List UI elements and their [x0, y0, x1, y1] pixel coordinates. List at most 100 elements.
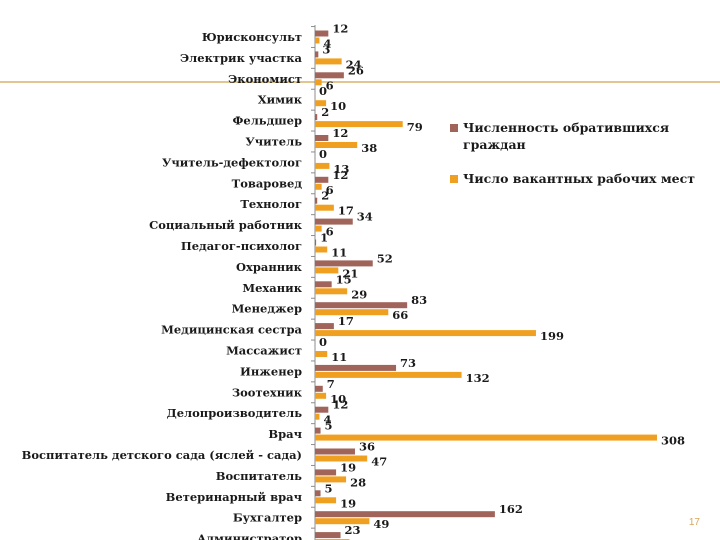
- bar-vacancies: [315, 434, 657, 441]
- bar-vacancies: [315, 476, 347, 483]
- data-label-applicants: 26: [348, 63, 364, 77]
- data-label-vacancies: 4: [323, 37, 331, 51]
- data-label-applicants: 5: [325, 419, 333, 433]
- data-label-vacancies: 47: [371, 455, 387, 469]
- category-label: Технолог: [240, 197, 302, 211]
- bar-applicants: [315, 218, 353, 225]
- category-label: Зоотехник: [232, 385, 303, 399]
- category-label: Массажист: [226, 344, 302, 358]
- data-label-applicants: 12: [332, 126, 348, 140]
- category-label: Учитель: [245, 135, 302, 149]
- bar-applicants: [315, 30, 329, 37]
- category-label: Воспитатель детского сада (яслей - сада): [22, 448, 302, 462]
- bar-vacancies: [315, 79, 322, 86]
- category-label: Охранник: [236, 260, 303, 274]
- bar-applicants: [315, 385, 323, 392]
- category-label: Бухгалтер: [233, 511, 302, 525]
- data-label-vacancies: 11: [331, 246, 347, 260]
- data-label-applicants: 36: [359, 440, 375, 454]
- data-label-applicants: 162: [499, 502, 523, 516]
- bar-applicants: [315, 114, 318, 121]
- bar-vacancies: [315, 309, 389, 316]
- bar-vacancies: [315, 518, 370, 525]
- category-label: Социальный работник: [149, 218, 303, 232]
- legend-label-applicants-line2: граждан: [463, 137, 526, 152]
- data-label-vacancies: 38: [361, 141, 377, 155]
- bar-vacancies: [315, 330, 536, 337]
- data-label-applicants: 12: [332, 398, 348, 412]
- data-label-vacancies: 6: [326, 225, 334, 239]
- data-label-vacancies: 79: [407, 120, 423, 134]
- category-label: Химик: [258, 93, 303, 107]
- category-label: Администратор: [197, 532, 302, 540]
- category-label: Механик: [242, 281, 302, 295]
- data-label-vacancies: 11: [331, 350, 347, 364]
- category-label: Менеджер: [232, 302, 302, 316]
- category-label: Врач: [268, 427, 302, 441]
- bar-vacancies: [315, 455, 368, 462]
- data-label-applicants: 1: [320, 231, 328, 245]
- bar-applicants: [315, 490, 321, 497]
- data-label-applicants: 83: [411, 293, 427, 307]
- bar-applicants: [315, 511, 495, 518]
- data-label-applicants: 19: [340, 460, 356, 474]
- data-label-vacancies: 10: [330, 99, 346, 113]
- data-label-applicants: 17: [338, 314, 354, 328]
- data-label-vacancies: 49: [373, 517, 389, 531]
- category-label: Ветеринарный врач: [166, 490, 303, 504]
- bar-applicants: [315, 135, 329, 141]
- legend: Численность обратившихся граждан Число в…: [450, 120, 695, 186]
- data-label-vacancies: 308: [661, 434, 685, 448]
- bar-vacancies: [315, 351, 328, 357]
- data-label-vacancies: 13: [333, 162, 349, 176]
- data-label-applicants: 5: [325, 481, 333, 495]
- bar-applicants: [315, 281, 332, 288]
- data-label-applicants: 2: [321, 105, 329, 119]
- legend-label-vacancies: Число вакантных рабочих мест: [463, 171, 695, 186]
- bar-applicants: [315, 364, 397, 371]
- data-label-applicants: 0: [319, 335, 327, 349]
- category-label: Электрик участка: [180, 51, 303, 65]
- bar-applicants: [315, 260, 373, 267]
- category-label: Медицинская сестра: [161, 323, 302, 337]
- data-label-vacancies: 21: [342, 266, 358, 280]
- data-label-vacancies: 66: [392, 308, 408, 322]
- bar-vacancies: [315, 267, 339, 274]
- bar-vacancies: [315, 246, 328, 253]
- bar-vacancies: [315, 225, 322, 232]
- data-label-applicants: 73: [400, 356, 416, 370]
- bar-vacancies: [315, 121, 403, 128]
- bar-applicants: [315, 323, 334, 330]
- data-label-vacancies: 132: [466, 371, 490, 385]
- bar-applicants: [315, 239, 317, 246]
- bar-applicants: [315, 532, 341, 539]
- category-label: Учитель-дефектолог: [162, 155, 302, 169]
- bar-vacancies: [315, 497, 337, 504]
- bar-applicants: [315, 302, 408, 309]
- data-label-applicants: 52: [377, 251, 393, 265]
- bar-applicants: [315, 176, 329, 183]
- data-label-vacancies: 4: [323, 413, 331, 427]
- bar-vacancies: [315, 288, 348, 295]
- bar-vacancies: [315, 142, 358, 148]
- bar-vacancies: [315, 58, 342, 65]
- bar-applicants: [315, 406, 329, 413]
- bar-applicants: [315, 427, 321, 434]
- data-label-applicants: 3: [322, 42, 330, 56]
- data-label-applicants: 15: [336, 272, 352, 286]
- category-label: Воспитатель: [216, 469, 302, 483]
- bar-applicants: [315, 448, 355, 455]
- category-label: Экономист: [228, 72, 302, 86]
- data-label-applicants: 23: [345, 523, 361, 537]
- data-label-applicants: 12: [332, 168, 348, 182]
- legend-swatch-vacancies: [450, 175, 458, 183]
- bar-vacancies: [315, 371, 462, 378]
- data-label-vacancies: 6: [326, 183, 334, 197]
- data-label-applicants: 2: [321, 189, 329, 203]
- category-label: Юрисконсульт: [202, 30, 302, 44]
- category-label: Педагог-психолог: [181, 239, 302, 253]
- bar-applicants: [315, 51, 319, 58]
- bar-vacancies: [315, 162, 330, 169]
